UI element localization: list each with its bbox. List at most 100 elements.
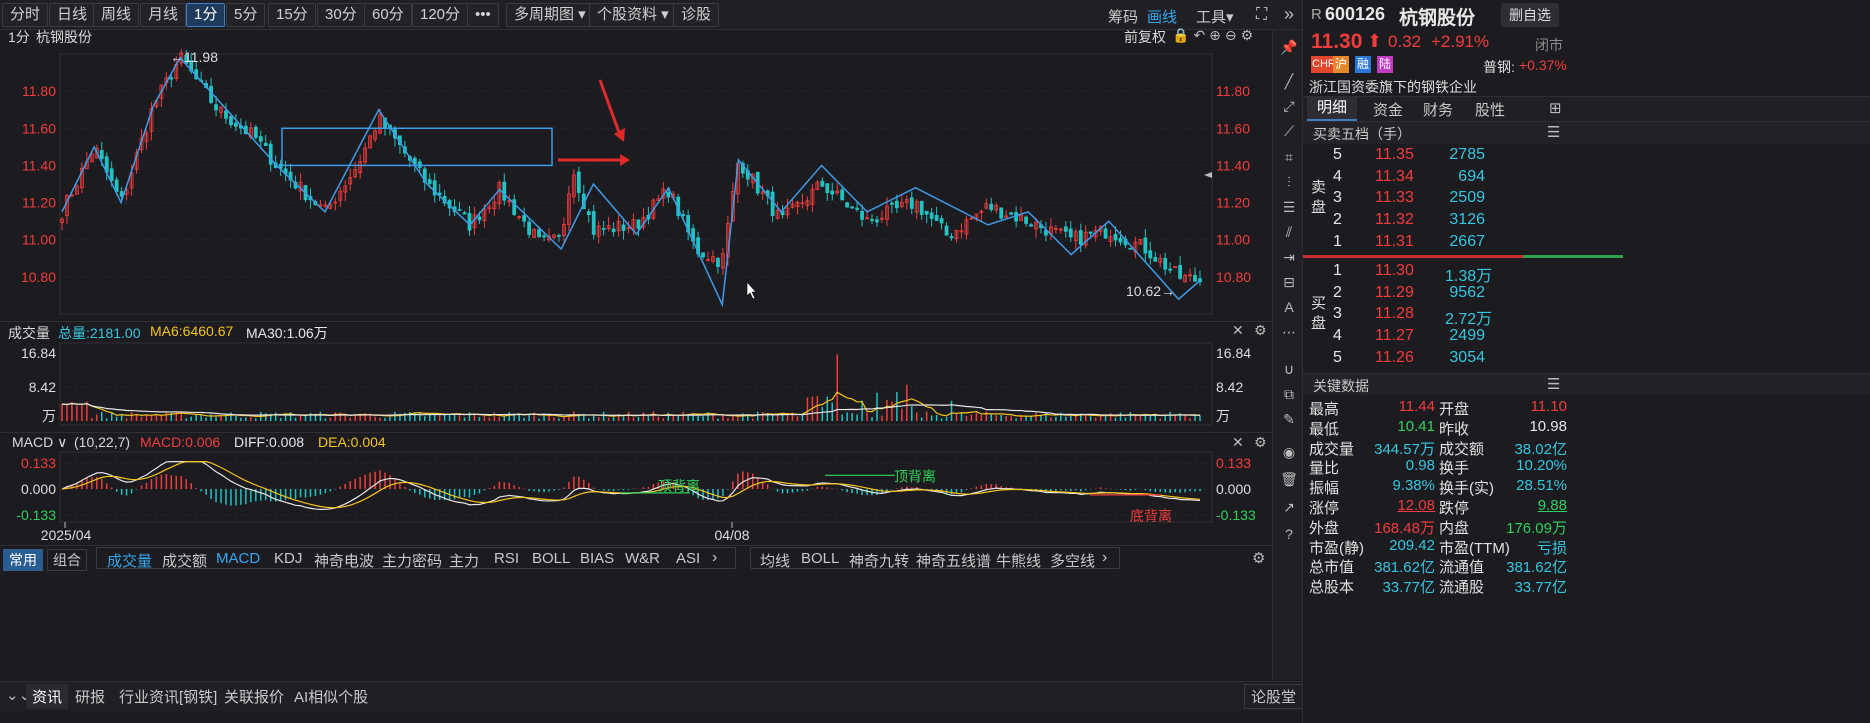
news-tab-industry[interactable]: 行业资讯[钢铁] xyxy=(119,689,218,706)
ind-amount[interactable]: 成交额 xyxy=(162,553,208,570)
chart-period-label: 1分 xyxy=(8,29,30,45)
eye-icon[interactable]: ◉ xyxy=(1282,444,1296,460)
index-name[interactable]: 普钢: xyxy=(1483,59,1515,75)
chevron-right-icon[interactable]: › xyxy=(1102,549,1108,566)
period-btn-day[interactable]: 日线 xyxy=(49,3,96,27)
ind-volume[interactable]: 成交量 xyxy=(107,553,153,570)
candle-body xyxy=(497,182,502,204)
zoom-out-icon[interactable]: ⊖ xyxy=(1224,27,1241,43)
macd-settings-icon[interactable]: ⚙ xyxy=(1254,434,1267,450)
undo-icon[interactable]: ↶ xyxy=(1193,27,1210,43)
group-tab-combo[interactable]: 组合 xyxy=(47,549,87,571)
candle-body xyxy=(288,171,293,181)
ovl-ma[interactable]: 均线 xyxy=(760,553,791,570)
indicator-tabbar: 常用 组合 成交量 成交额 MACD KDJ 神奇电波 主力密码 主力 RSI … xyxy=(0,545,1272,571)
menu-icon[interactable]: ☰ xyxy=(1547,376,1561,393)
volume-chart[interactable]: 16.84 8.42 万 16.84 8.42 万 xyxy=(0,342,1272,426)
help-icon[interactable]: ? xyxy=(1285,526,1293,542)
ind-wr[interactable]: W&R xyxy=(625,550,660,567)
zoom-in-icon[interactable]: ⊕ xyxy=(1209,27,1225,43)
ind-bias[interactable]: BIAS xyxy=(580,550,615,567)
chip-button[interactable]: 筹码 xyxy=(1108,9,1139,26)
period-btn-15min[interactable]: 15分 xyxy=(268,3,316,27)
multi-period-dropdown[interactable]: 多周期图 ▾ xyxy=(506,3,594,27)
text-tool-icon[interactable]: A xyxy=(1284,299,1294,315)
period-btn-5min[interactable]: 5分 xyxy=(226,3,266,27)
news-tab-related[interactable]: 关联报价 xyxy=(224,689,285,706)
tab-detail[interactable]: 明细 xyxy=(1307,97,1357,121)
period-btn-week[interactable]: 周线 xyxy=(93,3,140,27)
copy-icon[interactable]: ⧉ xyxy=(1284,386,1294,402)
period-btn-30min[interactable]: 30分 xyxy=(317,3,365,27)
period-btn-60min[interactable]: 60分 xyxy=(364,3,412,27)
segment-tool-icon[interactable]: ⟋ xyxy=(1284,123,1294,139)
ovl-bull-bear[interactable]: 牛熊线 xyxy=(996,553,1042,570)
tab-finance[interactable]: 财务 xyxy=(1423,102,1454,119)
ovl-boll[interactable]: BOLL xyxy=(801,550,840,567)
forum-button[interactable]: 论股堂 xyxy=(1244,684,1304,709)
diagnose-button[interactable]: 诊股 xyxy=(673,3,720,27)
ind-boll[interactable]: BOLL xyxy=(532,550,571,567)
ind-asi[interactable]: ASI xyxy=(676,550,701,567)
ovl-long-short[interactable]: 多空线 xyxy=(1050,553,1096,570)
volume-settings-icon[interactable]: ⚙ xyxy=(1254,322,1267,338)
parallel-tool-icon[interactable]: ⫽ xyxy=(1285,224,1293,240)
chevron-double-down-icon[interactable]: ⌄⌄ xyxy=(6,687,32,704)
group-tab-common[interactable]: 常用 xyxy=(3,549,43,571)
magnet-icon[interactable]: ∪ xyxy=(1283,361,1295,377)
period-btn-1min[interactable]: 1分 xyxy=(186,3,226,27)
news-tab-info[interactable]: 资讯 xyxy=(26,684,69,709)
indicator-settings-icon[interactable]: ⚙ xyxy=(1252,550,1266,567)
ind-main-code[interactable]: 主力密码 xyxy=(382,553,443,570)
macd-close-icon[interactable]: ✕ xyxy=(1232,434,1244,450)
channel-tool-icon[interactable]: ☰ xyxy=(1282,199,1296,215)
ind-rsi[interactable]: RSI xyxy=(494,550,520,567)
candle-body xyxy=(378,114,382,134)
news-tab-research[interactable]: 研报 xyxy=(75,689,106,706)
period-btn-month[interactable]: 月线 xyxy=(140,3,187,27)
fullscreen-icon[interactable]: ⛶ xyxy=(1256,6,1268,23)
ovl-nine[interactable]: 神奇九转 xyxy=(849,553,910,570)
watchlist-remove-button[interactable]: 删自选 xyxy=(1501,3,1559,27)
ind-wave[interactable]: 神奇电波 xyxy=(314,553,375,570)
period-btn-fenshi[interactable]: 分时 xyxy=(2,3,49,27)
crop-tool-icon[interactable]: ⌗ xyxy=(1285,149,1293,165)
kline-chart[interactable]: 11.80 11.80 11.60 11.60 11.40 11.40 11.20 11.20… xyxy=(0,44,1272,320)
period-btn-120min[interactable]: 120分 xyxy=(412,3,469,27)
trash-icon[interactable]: 🗑 xyxy=(1280,471,1298,487)
macd-dropdown[interactable]: MACD ∨ xyxy=(12,434,68,450)
layout-icon[interactable]: ⊞ xyxy=(1549,100,1562,117)
tools-dropdown[interactable]: 工具▾ xyxy=(1196,9,1234,26)
collapse-panel-icon[interactable]: » xyxy=(1284,4,1295,24)
pin-icon[interactable]: 📌 xyxy=(1280,39,1298,55)
candle-body xyxy=(775,209,780,219)
menu-icon[interactable]: ☰ xyxy=(1547,124,1561,141)
news-tab-ai[interactable]: AI相似个股 xyxy=(294,689,369,706)
more-tools-icon[interactable]: ⋯ xyxy=(1282,324,1296,340)
dea-line xyxy=(61,461,1201,509)
candle-body xyxy=(989,203,994,210)
adjust-price-dropdown[interactable]: 前复权 xyxy=(1124,29,1166,45)
measure-tool-icon[interactable]: ⇥ xyxy=(1283,249,1295,265)
draw-line-button[interactable]: 画线 xyxy=(1147,9,1178,26)
chevron-right-icon[interactable]: › xyxy=(712,549,718,566)
ovl-five-line[interactable]: 神奇五线谱 xyxy=(916,553,992,570)
ind-kdj[interactable]: KDJ xyxy=(274,550,303,567)
ind-main[interactable]: 主力 xyxy=(449,553,480,570)
tab-stock-nature[interactable]: 股性 xyxy=(1475,102,1506,119)
volume-close-icon[interactable]: ✕ xyxy=(1232,322,1244,338)
ruler-tool-icon[interactable]: ⊟ xyxy=(1283,274,1295,290)
stock-info-dropdown[interactable]: 个股资料 ▾ xyxy=(589,3,677,27)
lock-icon[interactable]: 🔒 xyxy=(1172,27,1194,43)
tab-funds[interactable]: 资金 xyxy=(1373,102,1404,119)
fib-tool-icon[interactable]: ⫶ xyxy=(1287,174,1291,190)
more-periods-button[interactable]: ••• xyxy=(467,3,499,27)
edit-icon[interactable]: ✎ xyxy=(1283,411,1295,427)
line-tool-icon[interactable]: ╱ xyxy=(1284,73,1294,89)
ind-macd[interactable]: MACD xyxy=(216,550,261,567)
candle-body xyxy=(1173,266,1178,269)
settings-icon[interactable]: ⚙ xyxy=(1240,27,1258,43)
ray-tool-icon[interactable]: ⤢ xyxy=(1283,98,1295,114)
share-icon[interactable]: ↗ xyxy=(1283,499,1295,515)
